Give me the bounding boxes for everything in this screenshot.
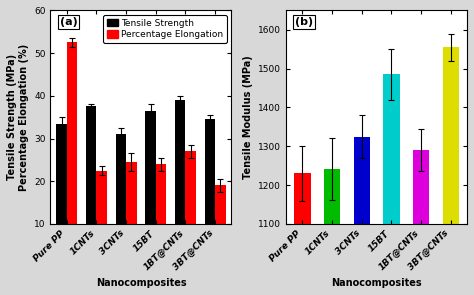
Text: (b): (b): [295, 17, 313, 27]
Bar: [215, 186, 226, 267]
Bar: [354, 137, 370, 224]
Bar: [383, 74, 400, 224]
Bar: [413, 150, 429, 224]
X-axis label: Nanocomposites: Nanocomposites: [331, 278, 422, 288]
Bar: [67, 42, 77, 267]
Legend: Tensile Strength, Percentage Elongation: Tensile Strength, Percentage Elongation: [103, 15, 227, 43]
Bar: [126, 162, 137, 267]
Bar: [86, 106, 97, 267]
Bar: [116, 134, 126, 267]
Bar: [205, 119, 215, 267]
Bar: [324, 169, 340, 224]
X-axis label: Nanocomposites: Nanocomposites: [96, 278, 186, 288]
Bar: [185, 151, 196, 267]
Y-axis label: Tensile Strength (MPa)
Percentage Elongation (%): Tensile Strength (MPa) Percentage Elonga…: [7, 44, 28, 191]
Bar: [97, 171, 107, 267]
Bar: [156, 164, 166, 267]
Y-axis label: Tensile Modulus (MPa): Tensile Modulus (MPa): [243, 55, 253, 179]
Bar: [443, 47, 459, 224]
Bar: [175, 100, 185, 267]
Text: (a): (a): [60, 17, 77, 27]
Bar: [294, 173, 310, 224]
Bar: [56, 124, 67, 267]
Bar: [146, 111, 156, 267]
